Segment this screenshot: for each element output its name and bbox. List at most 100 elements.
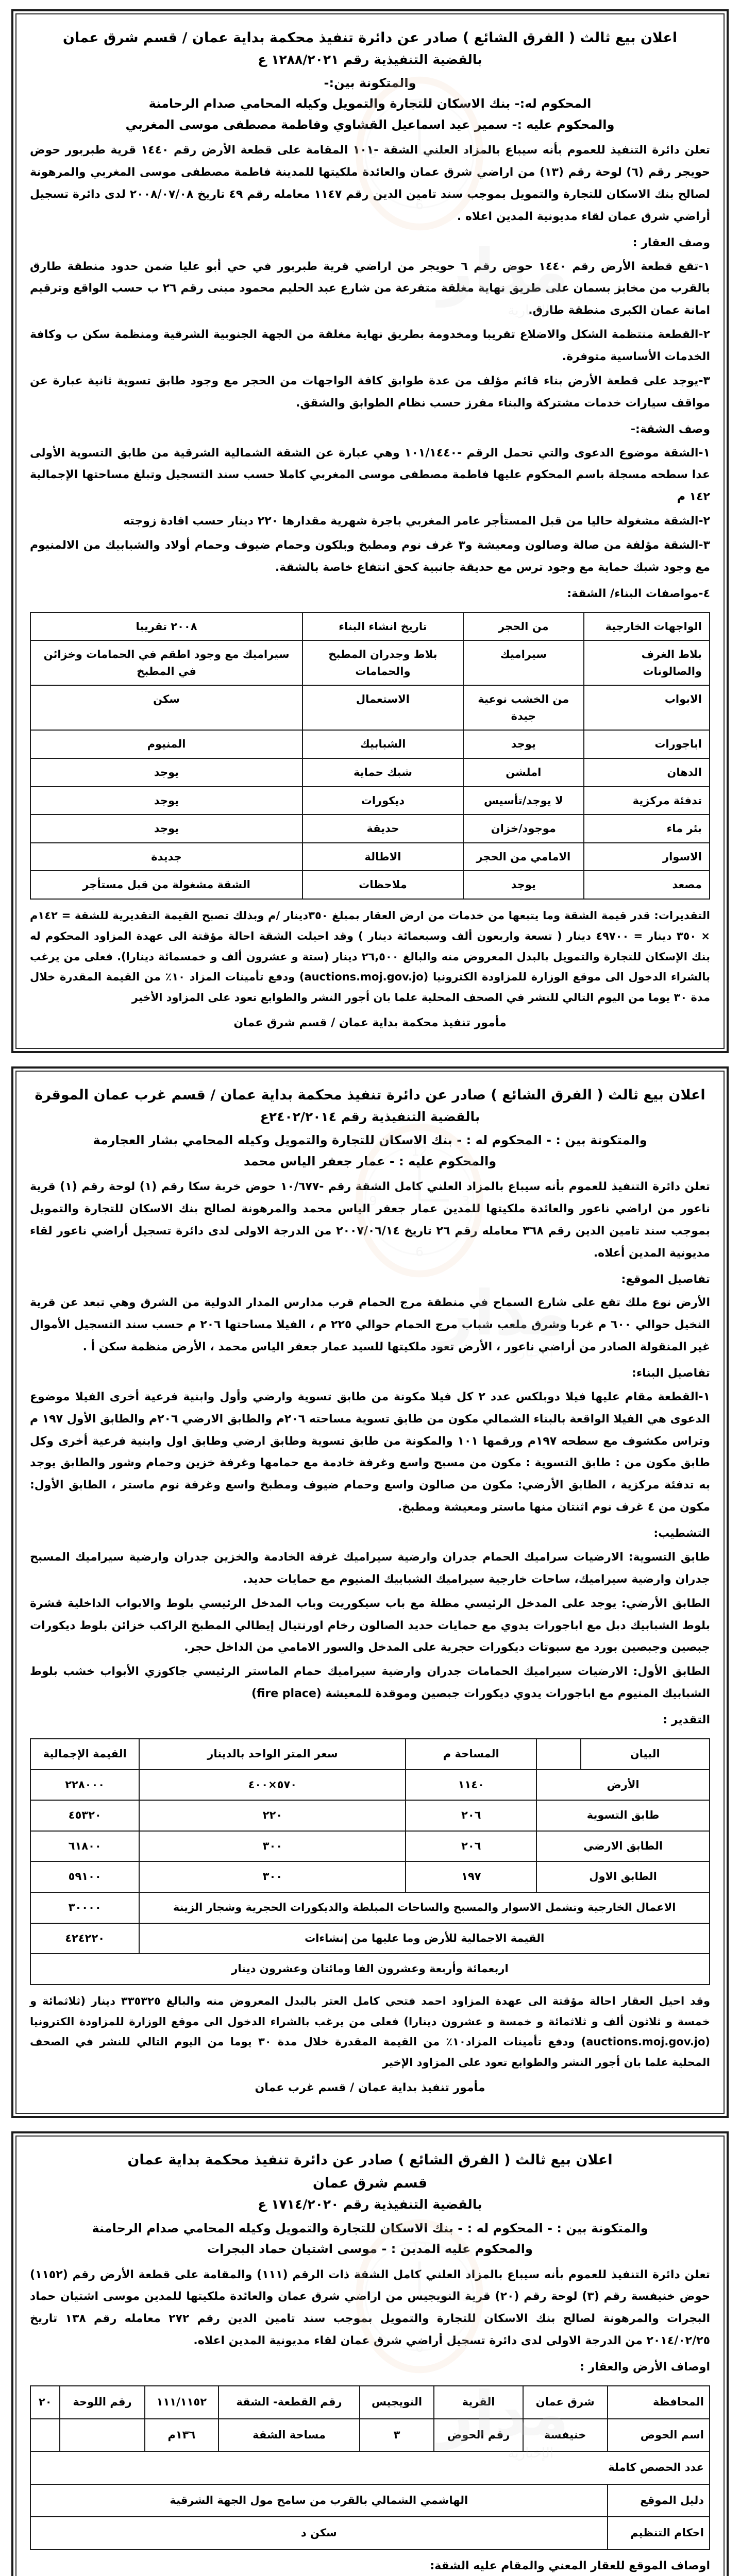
ad-2-finish-item-2: الطابق الأرضي: يوجد على المدخل الرئيسي م…: [30, 1597, 710, 1654]
spec-label-9: مصعد: [583, 870, 711, 900]
table-row: عدد الحصص كاملة: [30, 2451, 710, 2485]
spec-value2-9: الشقة مشغولة من قبل مستأجر: [29, 870, 304, 900]
table-row: الطابق الارضي ٢٠٦ ٣٠٠ ٦١٨٠٠: [29, 1830, 710, 1862]
document-page: 12 3 6 9 مدار الإخبارية اعلان بيع ثالث (…: [0, 9, 740, 2576]
land-r2-c1: اسم الحوض: [607, 2418, 711, 2452]
ad-1-intro-paragraph: تعلن دائرة التنفيذ للعموم بأنه سيباع بال…: [30, 144, 711, 223]
est-row-1-price: ٥٧٠×٤٠٠: [139, 1769, 407, 1801]
table-row: اربعمائة وأربعة وعشرون الفا ومائتان وعشر…: [30, 1953, 710, 1985]
land-r1-c4: النويجيس: [359, 2385, 435, 2419]
announcement-body-1: 12 3 6 9 مدار الإخبارية اعلان بيع ثالث (…: [15, 13, 725, 1049]
table-row: احكام التنظيم سكن د: [30, 2516, 711, 2550]
land-r1-c6: ١١١/١١٥٢: [144, 2385, 220, 2419]
ad-1-property-desc-item-1: ١-تقع قطعة الأرض رقم ١٤٤٠ حوض رقم ٦ حويج…: [30, 260, 711, 317]
ad-2-title-line-2: بالقضية التنفيذية رقم ٢٤٠٢/٢٠١٤ع: [260, 1109, 480, 1124]
spec-label-1: الواجهات الخارجية: [583, 612, 711, 641]
announcement-body-3: 12 3 6 9 مدار الإخبارية اعلان بيع ثالث (…: [15, 2136, 725, 2576]
est-row-2-price: ٢٢٠: [139, 1800, 407, 1832]
table-row: مصعد يوجد ملاحظات الشقة مشغولة من قبل مس…: [29, 870, 711, 900]
ad-2-building-item-1: ١-القطعة مقام عليها فيلا دوبلكس عدد ٢ كل…: [29, 1390, 710, 1514]
est-row-3-label: الطابق الارضي: [536, 1830, 710, 1862]
ad-1-apartment-desc-label: وصف الشقة:-: [630, 422, 710, 436]
spec-label-2: بلاط الغرف والصالونات: [583, 640, 711, 686]
announcement-card-1: 12 3 6 9 مدار الإخبارية اعلان بيع ثالث (…: [11, 9, 729, 1054]
table-row: اباجورات يوجد الشبابيك المنيوم: [29, 730, 711, 759]
spec-label-5: الدهان: [583, 757, 711, 787]
ad-1-spec-table: الواجهات الخارجية من الحجر تاريخ انشاء ا…: [29, 612, 711, 900]
land-r2-c5: مساحة الشقة: [218, 2418, 360, 2452]
ad-1-apartment-desc-item-2: ٢-الشقة مشغولة حاليا من قبل المستأجر عام…: [123, 515, 710, 528]
land-r2-c6: ١٣٦م: [144, 2418, 220, 2452]
ad-2-finish-item-3: الطابق الأول: الارضيات سيراميك الحمامات …: [30, 1665, 710, 1701]
est-row-6-total: ٤٢٤٢٢٠: [29, 1922, 140, 1955]
spec-label-4: اباجورات: [583, 730, 711, 759]
table-row: طابق التسوية ٢٠٦ ٢٢٠ ٤٥٣٢٠: [29, 1800, 710, 1832]
land-guide-value: الهاشمي الشمالي بالقرب من سامح مول الجهة…: [30, 2483, 608, 2518]
est-header-total: القيمة الإجمالية: [29, 1738, 140, 1770]
ad-3-debtor: والمحكوم عليه المدين : - موسى اشتيان حما…: [207, 2242, 533, 2257]
ad-3-title-line-2: بالقضية التنفيذية رقم ١٧١٤/٢٠٢٠ ع: [258, 2197, 482, 2212]
est-row-3-price: ٣٠٠: [139, 1830, 407, 1862]
spec-key2-2: بلاط وجدران المطبخ والحمامات: [302, 640, 464, 686]
est-row-5-label: الاعمال الخارجية وتشمل الاسوار والمسبح و…: [139, 1891, 710, 1924]
spec-label-8: الاسوار: [583, 842, 711, 872]
ad-1-signature: مأمور تنفيذ محكمة بداية عمان / قسم شرق ع…: [233, 1016, 507, 1030]
land-r1-c8: ٢٠: [29, 2385, 61, 2419]
spec-value-2: سيراميك: [462, 640, 584, 686]
est-row-4-total: ٥٩١٠٠: [29, 1861, 140, 1893]
spec-value2-1: ٢٠٠٨ تقريبا: [29, 612, 304, 641]
ad-3-composed-of: والمتكونة بين : - المحكوم له : - بنك الا…: [92, 2221, 648, 2235]
land-guide-label: دليل الموقع: [607, 2483, 711, 2518]
land-r1-c5: رقم القطعة- الشقة: [218, 2385, 360, 2419]
ad-3-intro-paragraph: تعلن دائرة التنفيذ للعموم بأنه سيباع بال…: [30, 2268, 711, 2348]
est-header-area: المساحة م: [405, 1738, 537, 1770]
land-r1-c1: المحافظة: [607, 2385, 711, 2419]
ad-2-title-line-1: اعلان بيع ثالث ( الفرق الشائع ) صادر عن …: [35, 1087, 705, 1104]
table-row: بئر ماء موجود/خزان حديقة يوجد: [29, 814, 711, 843]
spec-label-7: بئر ماء: [583, 814, 711, 843]
est-row-1-area: ١١٤٠: [405, 1769, 537, 1801]
ad-2-estimate-table: البيان المساحة م سعر المتر الواحد بالدين…: [29, 1738, 710, 1985]
ad-1-creditor: المحكوم له:- بنك الاسكان للتجارة والتموي…: [148, 96, 592, 111]
ad-2-location-label: تفاصيل الموقع:: [621, 1273, 710, 1286]
ad-1-composed-of: والمتكونة بين:-: [324, 76, 416, 90]
spec-value-8: الامامي من الحجر: [462, 842, 584, 872]
table-row: الابواب من الخشب نوعية جيدة الاستعمال سك…: [29, 685, 711, 731]
land-r2-c8: [29, 2418, 61, 2452]
land-zoning-value: سكن د: [30, 2516, 608, 2550]
spec-key2-4: الشبابيك: [302, 730, 464, 759]
spec-key2-6: ديكورات: [302, 786, 464, 816]
est-row-1-label: الأرض: [536, 1769, 710, 1801]
est-row-4-price: ٣٠٠: [139, 1861, 407, 1893]
table-header-row: البيان المساحة م سعر المتر الواحد بالدين…: [29, 1738, 710, 1770]
ad-1-title-line-2: بالقضية التنفيذية رقم ١٢٨٨/٢٠٢١ ع: [258, 52, 482, 67]
est-row-6-label: القيمة الاجمالية للأرض وما عليها من إنشا…: [139, 1922, 710, 1955]
table-row: الدهان املشن شبك حماية يوجد: [29, 757, 711, 787]
est-row-4-label: الطابق الاول: [536, 1861, 710, 1893]
table-row: اسم الحوض خنيفسة رقم الحوض ٣ مساحة الشقة…: [29, 2418, 711, 2452]
ad-3-title-line-1b: قسم شرق عمان: [312, 2175, 428, 2191]
spec-value-9: يوجد: [462, 870, 584, 900]
est-row-3-total: ٦١٨٠٠: [29, 1830, 140, 1862]
ad-2-closing-note: وقد احيل العقار احالة مؤقتة الى عهدة الم…: [30, 1994, 711, 2069]
land-shares-label: عدد الحصص كاملة: [30, 2451, 710, 2485]
est-header-blank: [536, 1738, 581, 1770]
ad-3-location-desc-label: اوصاف الموقع للعقار المعني والمقام عليه …: [430, 2559, 710, 2572]
spec-value-5: املشن: [462, 757, 584, 787]
ad-2-composed-of: والمتكونة بين : - المحكوم له : - بنك الا…: [93, 1133, 647, 1148]
ad-3-land-table: المحافظة شرق عمان القرية النويجيس رقم ال…: [29, 2385, 711, 2550]
table-row: الطابق الاول ١٩٧ ٣٠٠ ٥٩١٠٠: [29, 1861, 710, 1893]
spec-value2-8: جديدة: [29, 842, 304, 872]
land-r1-c7: رقم اللوحة: [59, 2385, 145, 2419]
ad-3-title-line-1: اعلان بيع ثالث ( الفرق الشائع ) صادر عن …: [127, 2152, 613, 2168]
ad-2-debtor: والمحكوم عليه : - عمار جعفر الياس محمد: [243, 1154, 497, 1168]
ad-1-apartment-desc-item-1: ١-الشقة موضوع الدعوى والتي تحمل الرقم -١…: [30, 446, 710, 504]
spec-value-7: موجود/خزان: [462, 814, 584, 843]
ad-1-title-line-1: اعلان بيع ثالث ( الفرق الشائع ) صادر عن …: [62, 30, 678, 46]
ad-3-land-table-label: اوصاف الأرض والعقار :: [580, 2361, 710, 2374]
table-row: الاعمال الخارجية وتشمل الاسوار والمسبح و…: [29, 1891, 710, 1924]
spec-key2-3: الاستعمال: [302, 685, 464, 731]
ad-1-property-desc-item-3: ٣-يوجد على قطعة الأرض بناء قائم مؤلف من …: [30, 374, 710, 410]
spec-value-3: من الخشب نوعية جيدة: [462, 685, 584, 731]
spec-value-4: يوجد: [462, 730, 584, 759]
